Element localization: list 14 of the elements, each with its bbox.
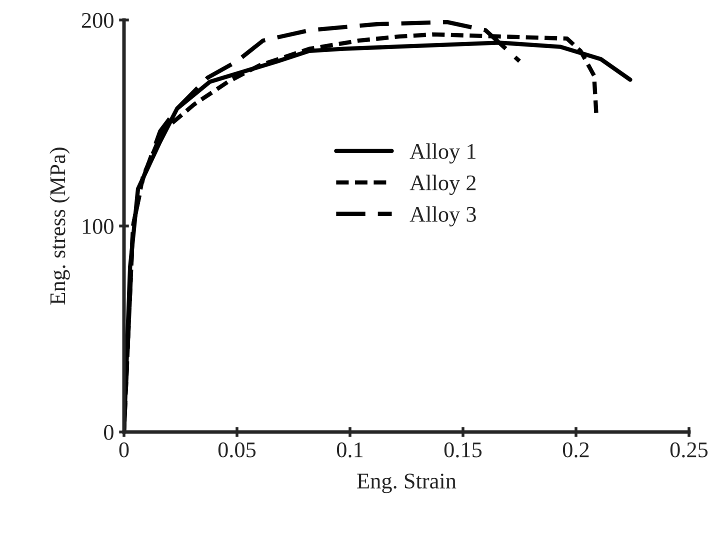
- y-tick-label: 200: [82, 12, 114, 28]
- y-tick-label: 100: [82, 218, 114, 234]
- y-tick-label: 0: [104, 424, 114, 440]
- x-tick-label: 0.25: [670, 442, 708, 458]
- legend-label: Alloy 1: [410, 143, 476, 164]
- x-tick-label: 0.05: [218, 442, 256, 458]
- legend-label: Alloy 3: [410, 206, 476, 226]
- legend-label: Alloy 2: [410, 174, 476, 195]
- x-tick-label: 0.15: [444, 442, 482, 458]
- x-axis-title: Eng. Strain: [357, 474, 456, 494]
- y-axis-title: Eng. stress (MPa): [50, 148, 70, 305]
- x-tick-label: 0.2: [562, 442, 589, 458]
- x-tick-label: 0.1: [336, 442, 363, 458]
- x-tick-label: 0: [119, 442, 129, 458]
